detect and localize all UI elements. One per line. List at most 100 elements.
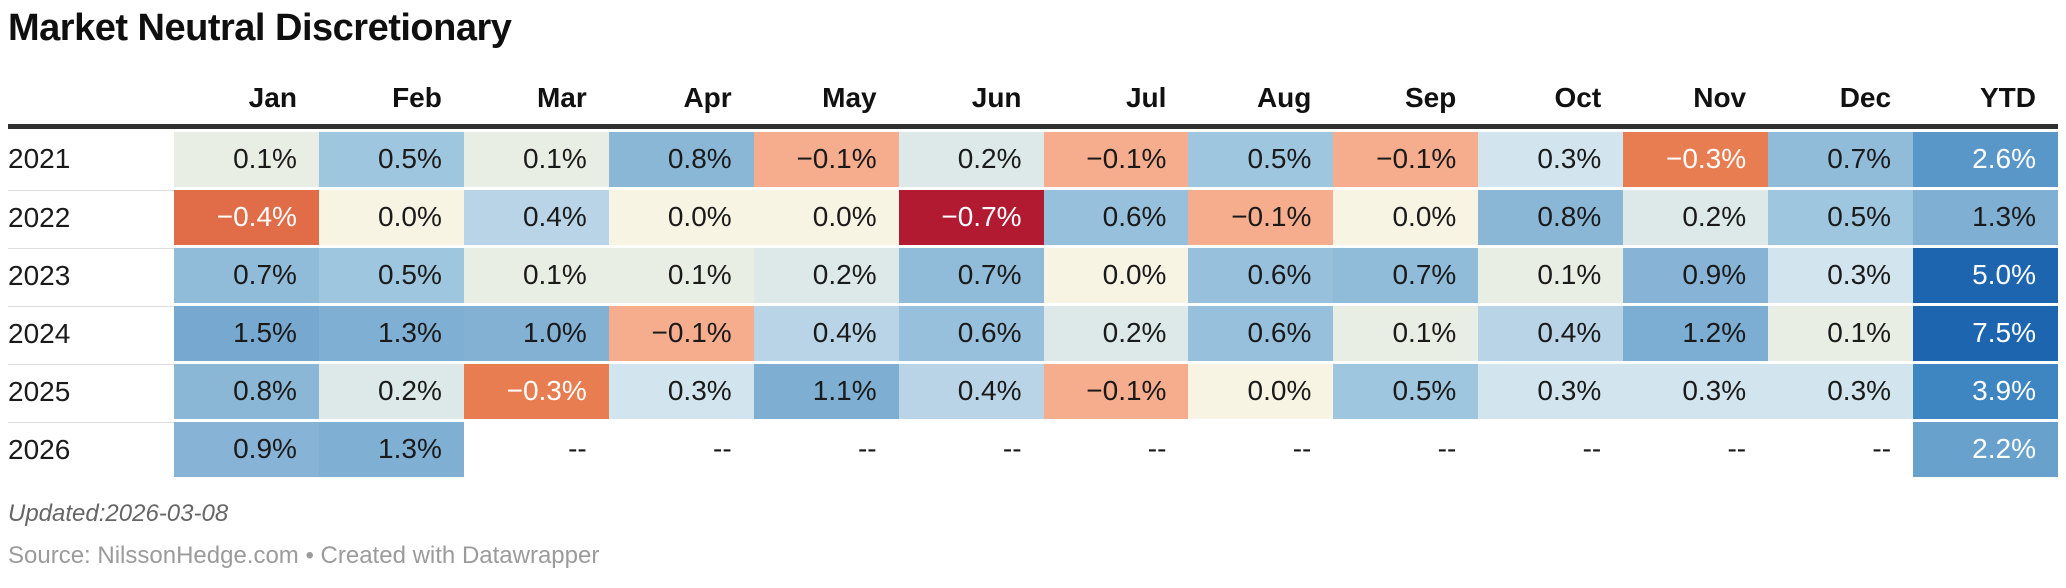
table-row: 2025 0.8% 0.2% −0.3% 0.3% 1.1% 0.4% −0.1% 0.0% 0.…	[8, 363, 2058, 419]
heatmap-cell-2022-jun: −0.7%	[898, 189, 1044, 245]
heatmap-cell-2026-jan: 0.9%	[174, 421, 319, 477]
heatmap-cell-2022-may: 0.0%	[753, 189, 899, 245]
heatmap-cell-2025-nov: 0.3%	[1623, 363, 1769, 419]
heatmap-body: 2021 0.1% 0.5% 0.1% 0.8% −0.1% 0.2% −0.1% 0.5% −0…	[8, 131, 2058, 477]
heatmap-cell-2022-aug: −0.1%	[1188, 189, 1334, 245]
heatmap-cell-2022-feb: 0.0%	[318, 189, 464, 245]
heatmap-cell-2025-jan: 0.8%	[174, 363, 319, 419]
heatmap-cell-2022-jul: 0.6%	[1043, 189, 1189, 245]
table-row: 2024 1.5% 1.3% 1.0% −0.1% 0.4% 0.6% 0.2% 0.6% 0.1…	[8, 305, 2058, 361]
heatmap-cell-2022-apr: 0.0%	[608, 189, 754, 245]
heatmap-cell-2024-apr: −0.1%	[608, 305, 754, 361]
heatmap-cell-2022-oct: 0.8%	[1478, 189, 1624, 245]
heatmap-cell-2023-sep: 0.7%	[1333, 247, 1479, 303]
heatmap-cell-2026-jul: --	[1043, 421, 1189, 477]
column-header-dec: Dec	[1768, 79, 1914, 129]
source-attribution: Source: NilssonHedge.com • Created with …	[8, 541, 600, 569]
heatmap-cell-2023-jul: 0.0%	[1043, 247, 1189, 303]
row-label-2024: 2024	[8, 305, 174, 361]
heatmap-cell-2025-sep: 0.5%	[1333, 363, 1479, 419]
row-label-2026: 2026	[8, 421, 174, 477]
heatmap-cell-2021-aug: 0.5%	[1188, 131, 1334, 187]
heatmap-cell-2023-feb: 0.5%	[318, 247, 464, 303]
monthly-returns-heatmap: Jan Feb Mar Apr May Jun Jul Aug Sep Oct Nov Dec YTD …	[8, 76, 2058, 480]
heatmap-cell-2022-sep: 0.0%	[1333, 189, 1479, 245]
column-header-mar: Mar	[463, 79, 609, 129]
table-row: 2026 0.9% 1.3% -- -- -- -- -- -- -- -- -- -- 2.2%	[8, 421, 2058, 477]
heatmap-cell-2023-oct: 0.1%	[1478, 247, 1624, 303]
row-label-2025: 2025	[8, 363, 174, 419]
row-label-2023: 2023	[8, 247, 174, 303]
corner-cell	[8, 79, 174, 129]
heatmap-cell-2021-apr: 0.8%	[608, 131, 754, 187]
heatmap-header-row: Jan Feb Mar Apr May Jun Jul Aug Sep Oct Nov Dec YTD	[8, 79, 2058, 129]
heatmap-cell-2023-nov: 0.9%	[1623, 247, 1769, 303]
heatmap-cell-2024-jun: 0.6%	[898, 305, 1044, 361]
heatmap-cell-2024-ytd: 7.5%	[1913, 305, 2058, 361]
heatmap-cell-2023-jan: 0.7%	[174, 247, 319, 303]
heatmap-cell-2021-sep: −0.1%	[1333, 131, 1479, 187]
heatmap-cell-2025-jun: 0.4%	[898, 363, 1044, 419]
heatmap-cell-2021-jul: −0.1%	[1043, 131, 1189, 187]
heatmap-cell-2024-jan: 1.5%	[174, 305, 319, 361]
heatmap-cell-2021-may: −0.1%	[753, 131, 899, 187]
heatmap-cell-2022-dec: 0.5%	[1768, 189, 1914, 245]
heatmap-cell-2024-mar: 1.0%	[463, 305, 609, 361]
heatmap-cell-2023-dec: 0.3%	[1768, 247, 1914, 303]
heatmap-cell-2023-jun: 0.7%	[898, 247, 1044, 303]
heatmap-cell-2026-dec: --	[1768, 421, 1914, 477]
heatmap-cell-2021-nov: −0.3%	[1623, 131, 1769, 187]
heatmap-cell-2025-oct: 0.3%	[1478, 363, 1624, 419]
heatmap-cell-2026-apr: --	[608, 421, 754, 477]
column-header-feb: Feb	[318, 79, 464, 129]
heatmap-cell-2026-jun: --	[898, 421, 1044, 477]
heatmap-cell-2024-nov: 1.2%	[1623, 305, 1769, 361]
heatmap-cell-2025-apr: 0.3%	[608, 363, 754, 419]
column-header-jul: Jul	[1043, 79, 1189, 129]
updated-timestamp: Updated:2026-03-08	[8, 499, 229, 527]
heatmap-cell-2024-sep: 0.1%	[1333, 305, 1479, 361]
heatmap-cell-2025-mar: −0.3%	[463, 363, 609, 419]
heatmap-cell-2021-oct: 0.3%	[1478, 131, 1624, 187]
heatmap-cell-2026-oct: --	[1478, 421, 1624, 477]
column-header-jan: Jan	[174, 79, 319, 129]
table-row: 2021 0.1% 0.5% 0.1% 0.8% −0.1% 0.2% −0.1% 0.5% −0…	[8, 131, 2058, 187]
heatmap-cell-2025-dec: 0.3%	[1768, 363, 1914, 419]
column-header-may: May	[753, 79, 899, 129]
column-header-nov: Nov	[1623, 79, 1769, 129]
heatmap-cell-2022-mar: 0.4%	[463, 189, 609, 245]
heatmap-cell-2022-nov: 0.2%	[1623, 189, 1769, 245]
heatmap-cell-2024-aug: 0.6%	[1188, 305, 1334, 361]
heatmap-cell-2024-oct: 0.4%	[1478, 305, 1624, 361]
heatmap-cell-2025-may: 1.1%	[753, 363, 899, 419]
heatmap-cell-2026-ytd: 2.2%	[1913, 421, 2058, 477]
heatmap-cell-2024-may: 0.4%	[753, 305, 899, 361]
page-title: Market Neutral Discretionary	[8, 7, 512, 49]
column-header-jun: Jun	[898, 79, 1044, 129]
heatmap-cell-2024-dec: 0.1%	[1768, 305, 1914, 361]
heatmap-cell-2022-jan: −0.4%	[174, 189, 319, 245]
column-header-apr: Apr	[608, 79, 754, 129]
row-label-2021: 2021	[8, 131, 174, 187]
heatmap-cell-2023-ytd: 5.0%	[1913, 247, 2058, 303]
heatmap-cell-2021-jan: 0.1%	[174, 131, 319, 187]
heatmap-cell-2025-jul: −0.1%	[1043, 363, 1189, 419]
heatmap-cell-2025-aug: 0.0%	[1188, 363, 1334, 419]
column-header-aug: Aug	[1188, 79, 1334, 129]
heatmap-cell-2023-may: 0.2%	[753, 247, 899, 303]
table-row: 2023 0.7% 0.5% 0.1% 0.1% 0.2% 0.7% 0.0% 0.6% 0.7%…	[8, 247, 2058, 303]
heatmap-cell-2021-mar: 0.1%	[463, 131, 609, 187]
heatmap-cell-2026-aug: --	[1188, 421, 1334, 477]
heatmap-cell-2026-may: --	[753, 421, 899, 477]
column-header-sep: Sep	[1333, 79, 1479, 129]
column-header-ytd: YTD	[1913, 79, 2058, 129]
heatmap-cell-2026-sep: --	[1333, 421, 1479, 477]
heatmap-cell-2025-feb: 0.2%	[318, 363, 464, 419]
heatmap-cell-2023-aug: 0.6%	[1188, 247, 1334, 303]
column-header-oct: Oct	[1478, 79, 1624, 129]
heatmap-cell-2024-feb: 1.3%	[318, 305, 464, 361]
heatmap-cell-2021-jun: 0.2%	[898, 131, 1044, 187]
row-label-2022: 2022	[8, 189, 174, 245]
heatmap-cell-2023-apr: 0.1%	[608, 247, 754, 303]
